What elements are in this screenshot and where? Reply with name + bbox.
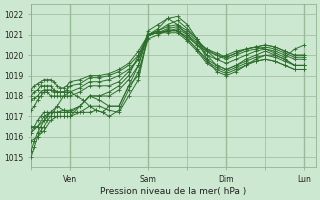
X-axis label: Pression niveau de la mer( hPa ): Pression niveau de la mer( hPa ) bbox=[100, 187, 247, 196]
